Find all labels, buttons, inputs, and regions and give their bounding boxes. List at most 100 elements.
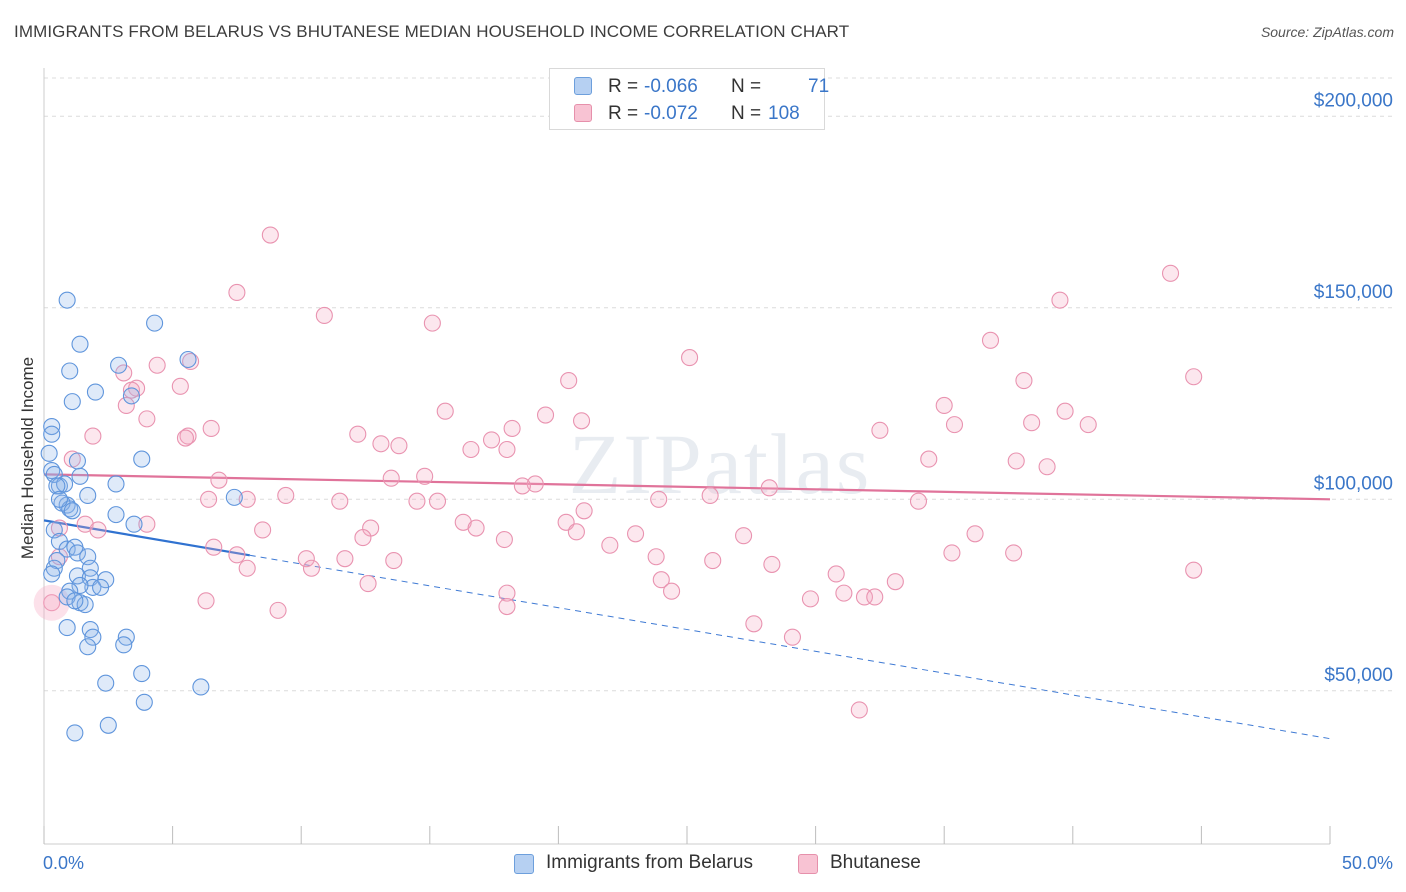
point-bhutanese [423,314,441,332]
legend-r-value: -0.066 [644,76,698,97]
point-bhutanese [269,601,287,619]
point-bhutanese [122,381,140,399]
point-bhutanese [536,406,555,424]
point-bhutanese [138,515,156,533]
point-belarus [76,596,94,614]
x-tick-label-min: 0.0% [43,853,85,873]
point-bhutanese [176,429,195,447]
point-bhutanese [513,477,531,495]
point-bhutanese [909,492,928,510]
point-bhutanese [336,550,354,568]
trend-lines [43,473,1331,740]
y-tick-label: $200,000 [1314,90,1393,111]
point-bhutanese [704,552,722,570]
point-bhutanese [652,571,670,589]
point-bhutanese [416,467,434,485]
x-tick-label-max: 50.0% [1341,853,1393,873]
legend-swatch-bhutanese [574,104,592,122]
point-belarus [66,724,84,742]
point-bhutanese [1051,291,1069,309]
point-bhutanese [197,592,215,610]
point-bhutanese [385,552,403,570]
legend-n-value: 71 [808,76,830,97]
point-bhutanese [567,523,585,541]
point-bhutanese [763,555,781,573]
point-bhutanese [945,416,964,434]
point-bhutanese [601,536,619,554]
point-belarus [79,486,97,505]
point-bhutanese [331,492,349,510]
point-bhutanese [503,419,521,437]
point-bhutanese [200,490,218,508]
point-bhutanese [745,615,763,633]
axes [43,68,1331,845]
point-bhutanese [1185,368,1203,386]
bottom-legend-swatch-belarus [514,854,534,874]
point-bhutanese [575,502,593,520]
point-belarus [225,488,243,506]
point-belarus [81,559,99,577]
point-bhutanese [760,479,778,497]
point-belarus [146,314,164,332]
point-bhutanese [1056,402,1074,420]
point-bhutanese [205,538,223,556]
series-belarus [40,291,243,742]
bottom-legend-label-belarus: Immigrants from Belarus [546,852,753,873]
y-tick-label: $50,000 [1324,665,1393,686]
point-bhutanese [359,575,377,593]
point-bhutanese [783,628,802,646]
point-bhutanese [1007,452,1025,470]
point-belarus [125,515,143,533]
point-belarus [122,387,140,405]
point-belarus [179,350,197,369]
point-bhutanese [390,437,408,455]
point-bhutanese [850,701,868,719]
point-bhutanese [835,584,853,602]
point-bhutanese [382,469,400,487]
point-bhutanese [228,546,246,564]
point-belarus [63,393,81,411]
series-bhutanese [33,226,1203,719]
point-bhutanese [1015,372,1033,390]
point-bhutanese [436,402,454,420]
point-bhutanese [238,559,256,577]
legend-swatch-belarus [574,77,592,95]
point-bhutanese [408,492,426,510]
point-belarus [84,628,102,646]
point-belarus [71,576,89,595]
point-bhutanese [1005,544,1023,562]
point-bhutanese [297,550,315,568]
point-belarus [58,291,76,309]
point-bhutanese [1038,458,1056,476]
point-bhutanese-cluster [33,584,70,621]
point-bhutanese [228,283,246,302]
point-bhutanese [498,440,516,459]
y-tick-labels: $50,000 $100,000 $150,000 $200,000 [1314,90,1393,686]
point-bhutanese [1079,416,1097,434]
point-belarus [71,335,89,353]
point-bhutanese [254,521,272,539]
point-bhutanese [182,352,200,370]
point-bhutanese [1023,414,1041,432]
point-belarus [58,619,76,637]
point-bhutanese [138,410,156,428]
point-bhutanese [171,377,189,395]
legend-r-label: R = [608,76,639,97]
point-belarus [40,444,58,462]
point-belarus [115,636,133,654]
point-bhutanese [966,525,984,543]
point-bhutanese [572,412,591,430]
point-bhutanese [871,421,889,439]
point-bhutanese [827,565,845,583]
point-bhutanese [681,349,699,367]
point-bhutanese [372,435,390,453]
point-belarus [86,383,104,401]
trend-line-belarus-dashed [249,554,1331,740]
bottom-legend-label-bhutanese: Bhutanese [830,852,921,873]
point-bhutanese [526,475,544,493]
point-belarus [110,356,128,374]
point-bhutanese [498,597,516,616]
point-bhutanese [462,440,480,459]
point-belarus [99,716,117,734]
